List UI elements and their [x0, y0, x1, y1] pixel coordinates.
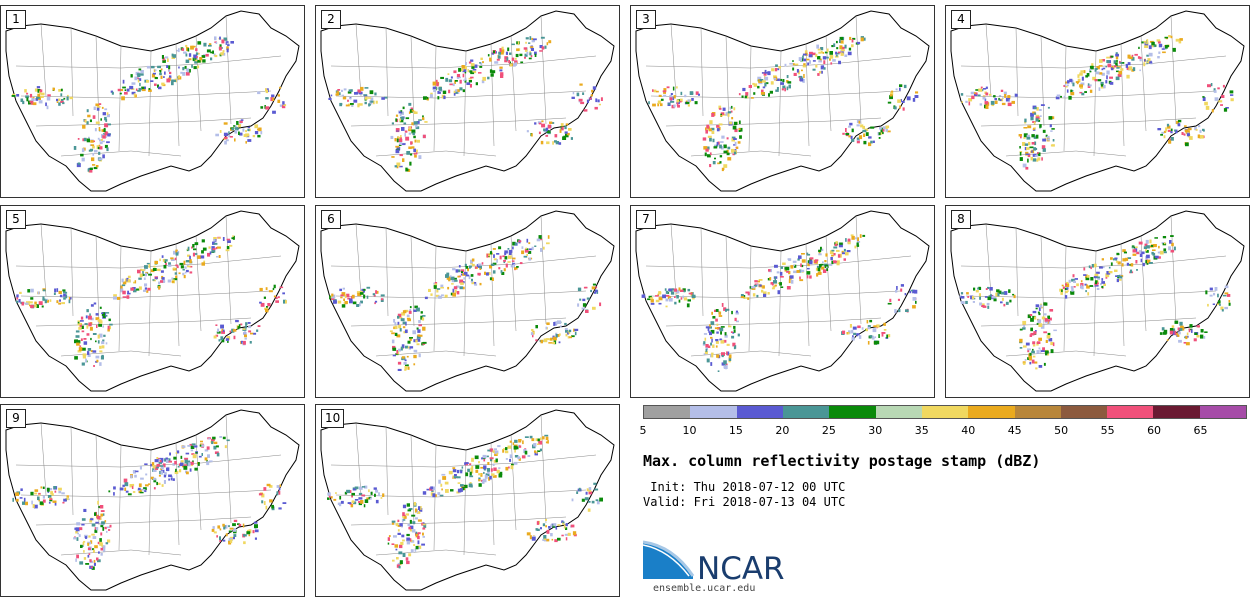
colorbar-tick-label: 50	[1054, 424, 1069, 437]
colorbar-tick-label: 25	[821, 424, 836, 437]
colorbar	[643, 405, 1247, 419]
map-panel-4: 4	[945, 5, 1250, 198]
us-map	[320, 409, 615, 591]
colorbar-tick-label: 45	[1007, 424, 1022, 437]
us-map	[5, 210, 300, 392]
member-number-badge: 6	[321, 210, 341, 229]
map-panel-7: 7	[630, 205, 935, 398]
us-map	[635, 210, 930, 392]
colorbar-tick-label: 60	[1147, 424, 1162, 437]
colorbar-segment	[736, 406, 783, 418]
colorbar-tick-label: 65	[1193, 424, 1208, 437]
us-map	[950, 210, 1245, 392]
us-map	[320, 210, 615, 392]
colorbar-tick-label: 15	[728, 424, 743, 437]
logo-wordmark: NCAR	[697, 551, 785, 587]
init-time: Init: Thu 2018-07-12 00 UTC	[643, 480, 846, 494]
colorbar-segment	[1153, 406, 1200, 418]
colorbar-tick-label: 5	[639, 424, 647, 437]
map-panel-1: 1	[0, 5, 305, 198]
us-map	[5, 409, 300, 591]
ncar-logo-icon	[643, 540, 695, 579]
map-panel-5: 5	[0, 205, 305, 398]
colorbar-segment	[921, 406, 969, 418]
us-map	[5, 10, 300, 192]
member-number-badge: 10	[321, 409, 345, 428]
map-panel-8: 8	[945, 205, 1250, 398]
map-panel-9: 9	[0, 404, 305, 597]
colorbar-tick-label: 35	[914, 424, 929, 437]
logo-url: ensemble.ucar.edu	[653, 583, 756, 594]
colorbar-tick-label: 55	[1100, 424, 1115, 437]
colorbar-tick-label: 40	[961, 424, 976, 437]
colorbar-segment	[782, 406, 830, 418]
colorbar-labels: 5 10 15 20 25 30 35 40 45 50 55 60 65	[639, 424, 1247, 438]
colorbar-segment	[690, 406, 737, 418]
colorbar-segment	[829, 406, 876, 418]
colorbar-segment	[1060, 406, 1108, 418]
valid-time: Valid: Fri 2018-07-13 04 UTC	[643, 495, 846, 509]
member-number-badge: 7	[636, 210, 656, 229]
member-number-badge: 3	[636, 10, 656, 29]
colorbar-segment	[1199, 406, 1247, 418]
colorbar-segment	[968, 406, 1015, 418]
member-number-badge: 8	[951, 210, 971, 229]
colorbar-tick-label: 20	[775, 424, 790, 437]
member-number-badge: 2	[321, 10, 341, 29]
colorbar-segment	[644, 406, 691, 418]
member-number-badge: 1	[6, 10, 26, 29]
map-panel-2: 2	[315, 5, 620, 198]
figure-title: Max. column reflectivity postage stamp (…	[643, 452, 1041, 470]
colorbar-segment	[875, 406, 922, 418]
us-map	[635, 10, 930, 192]
us-map	[320, 10, 615, 192]
colorbar-tick-label: 30	[868, 424, 883, 437]
us-map	[950, 10, 1245, 192]
member-number-badge: 5	[6, 210, 26, 229]
colorbar-tick-label: 10	[682, 424, 697, 437]
map-panel-3: 3	[630, 5, 935, 198]
member-number-badge: 9	[6, 409, 26, 428]
colorbar-segment	[1107, 406, 1154, 418]
map-panel-6: 6	[315, 205, 620, 398]
member-number-badge: 4	[951, 10, 971, 29]
map-panel-10: 10	[315, 404, 620, 597]
colorbar-segment	[1014, 406, 1061, 418]
